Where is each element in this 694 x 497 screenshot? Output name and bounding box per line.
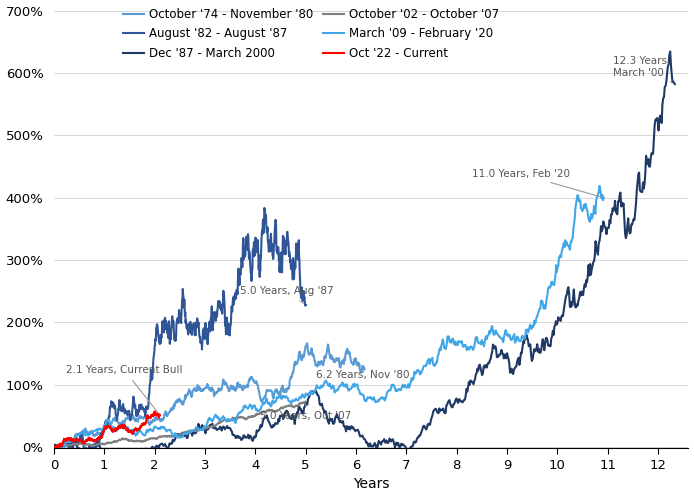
Text: 6.2 Years, Nov '80: 6.2 Years, Nov '80 — [316, 370, 409, 380]
Text: 2.1 Years, Current Bull: 2.1 Years, Current Bull — [67, 365, 183, 413]
Text: 5.0 Years, Aug '87: 5.0 Years, Aug '87 — [240, 286, 334, 303]
Legend: October '74 - November '80, August '82 - August '87, Dec '87 - March 2000, Octob: October '74 - November '80, August '82 -… — [124, 7, 499, 60]
Text: 11.0 Years, Feb '20: 11.0 Years, Feb '20 — [472, 169, 601, 197]
X-axis label: Years: Years — [353, 478, 389, 492]
Text: 5.0 Years, Oct '07: 5.0 Years, Oct '07 — [260, 405, 352, 421]
Text: 12.3 Years,
March '00: 12.3 Years, March '00 — [613, 56, 672, 83]
